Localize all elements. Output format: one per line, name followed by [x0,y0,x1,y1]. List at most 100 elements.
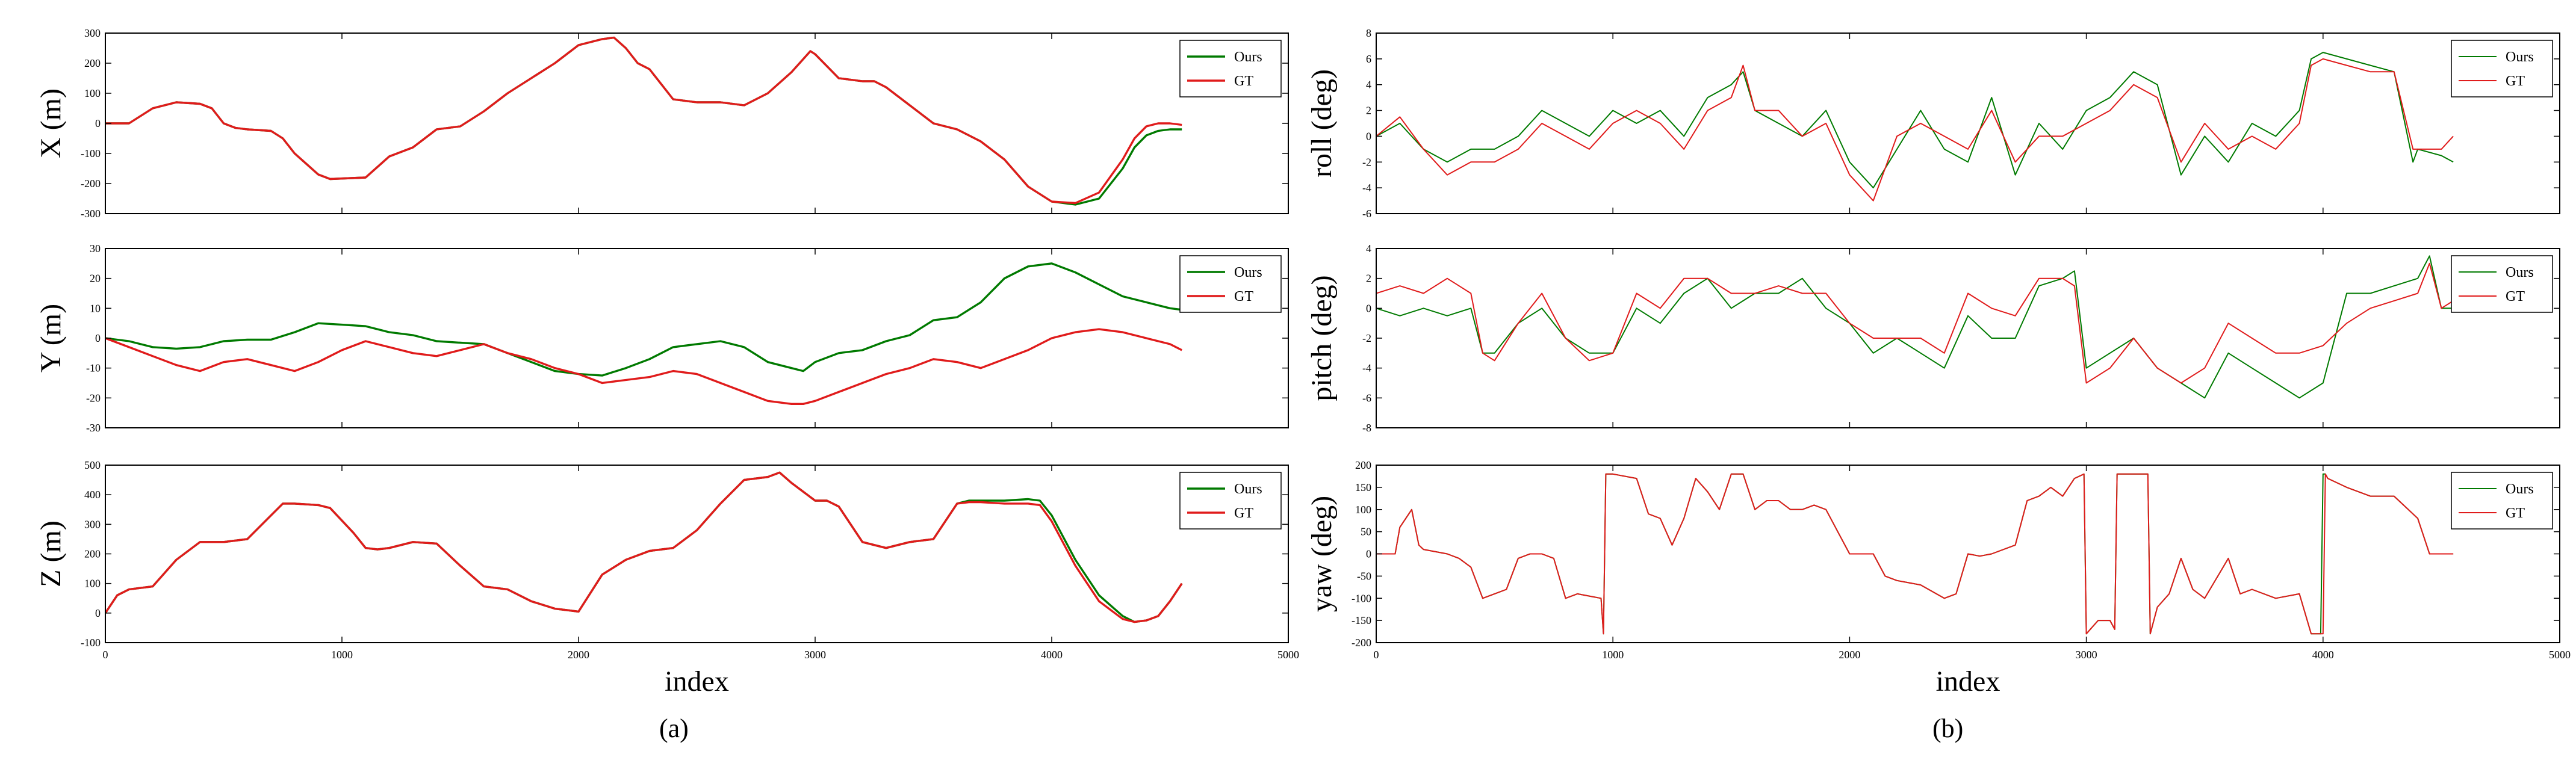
roll-ytick-label: -6 [1362,208,1371,220]
yaw-xtick-label: 3000 [2076,649,2097,661]
yaw-legend-label-gt: GT [2506,505,2525,521]
yaw-ytick-label: -150 [1352,614,1371,626]
pitch-ytick-label: -8 [1362,422,1371,434]
yaw-xtick-label: 4000 [2312,649,2334,661]
roll-legend: Ours GT [2451,40,2553,97]
yaw-ytick-label: -50 [1357,570,1371,582]
caption-a: (a) [659,714,689,743]
yaw-xlabel: index [1936,666,2000,697]
roll-ylabel: roll (deg) [1306,69,1338,178]
roll-ytick-label: 4 [1366,79,1371,91]
yaw-ylabel: yaw (deg) [1306,496,1338,612]
roll-axes-frame [1376,32,2560,214]
yaw-series-gt [1376,473,2454,635]
yaw-legend: Ours GT [2451,472,2553,530]
panel-pitch: -8 -6 -4 -2 0 2 4 pitch (deg) Ours GT [1306,242,2560,434]
yaw-ytick-label: 200 [1355,459,1371,471]
roll-ytick-label: -2 [1362,156,1371,168]
x-ytick-label: -200 [81,178,101,190]
pitch-ytick-label: -6 [1362,392,1371,404]
panel-y: -30 -20 -10 0 10 20 30 Y (m) Ours GT [35,242,1289,434]
x-ytick-label: 100 [84,87,101,99]
z-xlabel: index [665,666,729,697]
x-series-gt [105,36,1182,205]
yaw-ytick-label: 100 [1355,504,1371,516]
pitch-axes-frame [1376,248,2560,428]
roll-ytick-label: 8 [1366,27,1371,39]
y-ytick-label: 20 [90,273,101,285]
panel-x: -300 -200 -100 0 100 200 300 X (m) Ours GT [35,27,1289,220]
z-ytick-label: 0 [95,607,101,619]
z-series-gt [105,471,1183,623]
yaw-xtick-label: 1000 [1602,649,1624,661]
z-xtick-label: 5000 [1277,649,1299,661]
roll-legend-label-ours: Ours [2506,49,2534,65]
pitch-ytick-label: -2 [1362,332,1371,344]
roll-series-ours [1376,52,2454,189]
x-ytick-label: -300 [81,208,101,220]
yaw-xtick-label: 0 [1374,649,1379,661]
y-legend-label-gt: GT [1234,289,1253,304]
x-ytick-label: -100 [81,147,101,159]
yaw-xtick-label: 2000 [1839,649,1860,661]
y-series-ours [105,262,1182,377]
z-ytick-label: -100 [81,637,101,649]
z-series-ours [105,471,1183,623]
x-ytick-label: 200 [84,57,101,69]
roll-ytick-label: 6 [1366,53,1371,65]
z-xtick-label: 3000 [804,649,826,661]
y-ytick-label: 30 [90,242,101,255]
yaw-ytick-label: 50 [1361,526,1371,538]
x-legend: Ours GT [1179,40,1282,97]
y-ylabel: Y (m) [35,304,67,372]
z-ylabel: Z (m) [35,520,67,587]
x-legend-label-gt: GT [1234,73,1253,89]
z-xtick-label: 0 [103,649,108,661]
yaw-legend-label-ours: Ours [2506,481,2534,497]
pitch-series-ours [1376,255,2454,399]
y-axes-frame [105,248,1289,428]
z-legend: Ours GT [1179,472,1282,530]
yaw-ytick-label: 150 [1355,481,1371,493]
pitch-ylabel: pitch (deg) [1306,275,1338,401]
yaw-ytick-label: -200 [1352,637,1371,649]
z-legend-label-ours: Ours [1234,481,1262,497]
z-xtick-label: 1000 [331,649,353,661]
y-ytick-label: -30 [86,422,101,434]
z-axes-frame [105,465,1289,643]
pitch-legend-label-ours: Ours [2506,265,2534,280]
pitch-legend: Ours GT [2451,255,2553,313]
yaw-ytick-label: 0 [1366,548,1371,560]
roll-legend-label-gt: GT [2506,73,2525,89]
roll-ytick-label: -4 [1362,182,1371,194]
z-legend-label-gt: GT [1234,505,1253,521]
y-series-gt [105,328,1182,405]
x-legend-label-ours: Ours [1234,49,1262,65]
y-ytick-label: 10 [90,302,101,314]
z-ytick-label: 500 [84,459,101,471]
z-xtick-label: 4000 [1041,649,1063,661]
y-legend: Ours GT [1179,255,1282,313]
pitch-ytick-label: 4 [1366,242,1371,255]
z-xtick-label: 2000 [568,649,589,661]
caption-b: (b) [1932,714,1964,743]
y-ytick-label: -20 [86,392,101,404]
z-ytick-label: 200 [84,548,101,560]
x-ylabel: X (m) [35,88,67,158]
z-ytick-label: 300 [84,518,101,530]
pitch-legend-label-gt: GT [2506,289,2525,304]
yaw-ytick-label: -100 [1352,592,1371,604]
y-ytick-label: 0 [95,332,101,344]
pitch-ytick-label: 0 [1366,302,1371,314]
panel-roll: -6 -4 -2 0 2 4 6 8 roll (deg) Ours GT [1306,27,2560,220]
roll-series-gt [1376,58,2454,202]
x-ytick-label: 300 [84,27,101,39]
z-ytick-label: 400 [84,489,101,501]
yaw-xtick-label: 5000 [2549,649,2571,661]
x-axes-frame [105,32,1289,214]
z-ytick-label: 100 [84,578,101,590]
roll-ytick-label: 0 [1366,130,1371,142]
